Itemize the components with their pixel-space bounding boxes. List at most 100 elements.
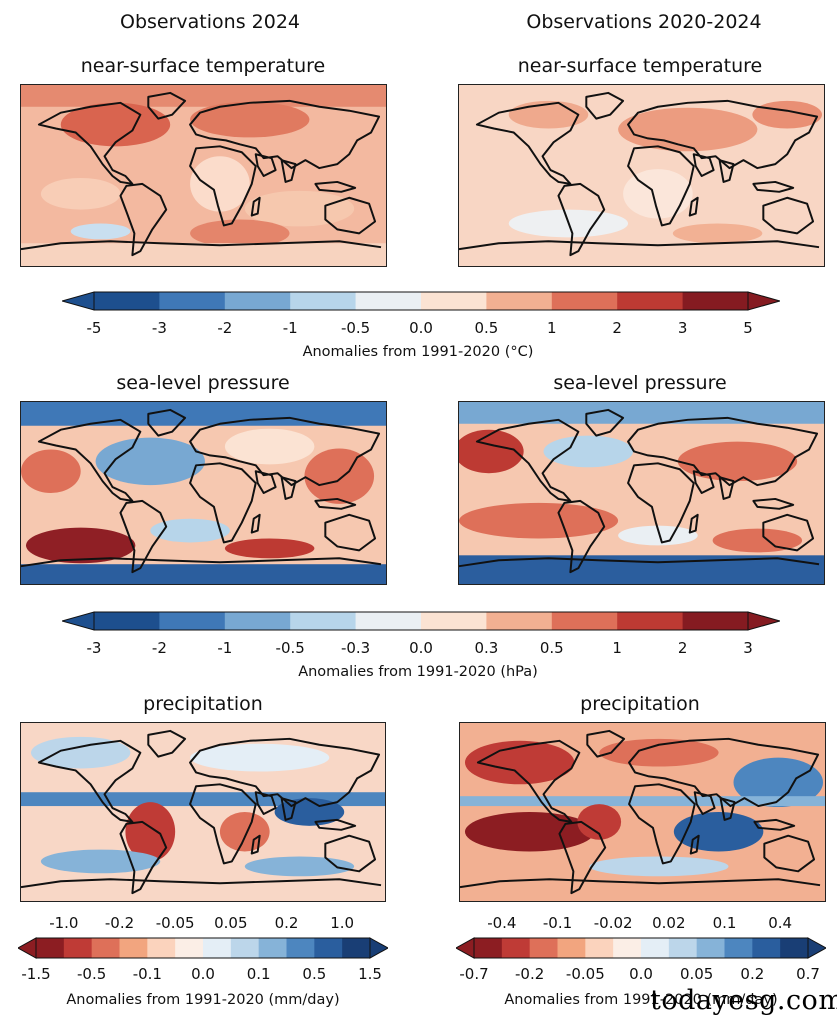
temperature-tick-label: -2 (217, 319, 233, 337)
colorbar-segment (780, 938, 809, 958)
pressure-tick-label: 0.5 (539, 639, 564, 657)
colorbar-segment (557, 938, 586, 958)
colorbar-segment (224, 612, 291, 630)
colorbar-segment (617, 612, 684, 630)
precipitation-map-2020-2024 (459, 722, 826, 902)
colorbar-segment (36, 938, 65, 958)
colorbar-segment (696, 938, 725, 958)
precip-bottom-tick-label: -1.5 (21, 965, 51, 983)
colorbar-max-arrow (747, 611, 780, 631)
precip-top-tick-label: 0.05 (214, 914, 248, 932)
pressure-map-2020-2024 (458, 401, 825, 585)
temperature-tick-label: 5 (743, 319, 753, 337)
colorbar-segment (641, 938, 670, 958)
colorbar-segment (342, 938, 371, 958)
pressure-colorbar (62, 611, 780, 631)
colorbar-segment (486, 292, 553, 310)
precip-bottom-tick-label: 0.0 (629, 965, 653, 983)
pressure-left-title: sea-level pressure (116, 372, 290, 394)
precip-top-tick-label: -0.4 (487, 914, 517, 932)
colorbar-segment (147, 938, 176, 958)
precip-bottom-tick-label: -0.1 (132, 965, 162, 983)
colorbar-segment (290, 292, 357, 310)
colorbar-segment (203, 938, 232, 958)
precip-bottom-tick-label: 0.5 (302, 965, 327, 983)
colorbar-segment (551, 612, 618, 630)
colorbar-segment (682, 612, 749, 630)
precip-bottom-tick-label: -0.7 (459, 965, 489, 983)
pressure-map-2024 (20, 401, 387, 585)
colorbar-segment (682, 292, 749, 310)
colorbar-segment (94, 292, 160, 310)
colorbar-segment (63, 938, 93, 958)
colorbar-segment (230, 938, 260, 958)
colorbar-segment (159, 612, 226, 630)
colorbar-segment (314, 938, 343, 958)
temperature-map-2024 (20, 84, 387, 267)
temperature-tick-label: 0.5 (474, 319, 499, 337)
colorbar-segment (724, 938, 753, 958)
colorbar-segment (613, 938, 642, 958)
precipitation-map-2024 (20, 722, 386, 902)
colorbar-segment (668, 938, 698, 958)
temperature-tick-label: 1 (547, 319, 557, 337)
temperature-tick-label: -3 (151, 319, 167, 337)
colorbar-segment (159, 292, 226, 310)
colorbar-max-arrow (369, 937, 388, 959)
precip-bottom-tick-label: 0.0 (191, 965, 215, 983)
colorbar-min-arrow (62, 291, 95, 311)
precip-top-tick-label: -0.1 (542, 914, 573, 932)
colorbar-max-arrow (747, 291, 780, 311)
colorbar-min-arrow (456, 937, 475, 959)
temperature-tick-label: -0.5 (340, 319, 371, 337)
temperature-colorbar (62, 291, 780, 311)
precip-right-title: precipitation (580, 693, 700, 715)
colorbar-segment (752, 938, 781, 958)
colorbar-segment (474, 938, 503, 958)
colorbar-segment (421, 612, 487, 630)
precip-bottom-tick-label: 0.7 (796, 965, 820, 983)
colorbar-segment (286, 938, 315, 958)
temperature-map-2020-2024 (458, 84, 825, 267)
precip-bottom-tick-label: 0.05 (679, 965, 714, 983)
precipitation-colorbar-right (456, 937, 826, 959)
precip-top-tick-label: -0.05 (155, 914, 195, 932)
colorbar-min-arrow (62, 611, 95, 631)
precip-bottom-tick-label: -0.5 (77, 965, 107, 983)
pressure-tick-label: -1 (217, 639, 233, 657)
precip-bottom-tick-label: 0.1 (246, 965, 271, 983)
temperature-tick-label: 0.0 (409, 319, 433, 337)
pressure-tick-label: 1 (612, 639, 622, 657)
colorbar-segment (119, 938, 148, 958)
precip-top-tick-label: 1.0 (330, 914, 355, 932)
precipitation-colorbar-right-label: Anomalies from 1991-2020 (mm/day) (504, 992, 778, 1008)
colorbar-max-arrow (807, 937, 826, 959)
pressure-colorbar-label: Anomalies from 1991-2020 (hPa) (298, 664, 538, 680)
temperature-colorbar-label: Anomalies from 1991-2020 (°C) (302, 344, 534, 360)
precip-top-tick-label: -0.02 (593, 914, 633, 932)
colorbar-segment (355, 612, 422, 630)
pressure-tick-label: 0.0 (409, 639, 433, 657)
column-title-left: Observations 2024 (120, 11, 300, 33)
precip-top-tick-label: 0.02 (652, 914, 686, 932)
colorbar-segment (551, 292, 618, 310)
temperature-tick-label: -1 (282, 319, 298, 337)
pressure-tick-label: 0.3 (474, 639, 499, 657)
colorbar-segment (94, 612, 160, 630)
pressure-right-title: sea-level pressure (553, 372, 727, 394)
colorbar-segment (501, 938, 531, 958)
precip-top-tick-label: 0.4 (768, 914, 793, 932)
temp-left-title: near-surface temperature (80, 55, 326, 77)
temperature-tick-label: 3 (677, 319, 688, 337)
colorbar-segment (91, 938, 120, 958)
pressure-tick-label: 2 (677, 639, 688, 657)
colorbar-segment (486, 612, 553, 630)
precip-top-tick-label: 0.2 (274, 914, 299, 932)
colorbar-segment (175, 938, 204, 958)
colorbar-segment (355, 292, 422, 310)
pressure-tick-label: -2 (151, 639, 167, 657)
colorbar-segment (529, 938, 558, 958)
precipitation-colorbar-left-label: Anomalies from 1991-2020 (mm/day) (66, 992, 340, 1008)
temperature-tick-label: -5 (86, 319, 102, 337)
temperature-tick-label: 2 (612, 319, 622, 337)
